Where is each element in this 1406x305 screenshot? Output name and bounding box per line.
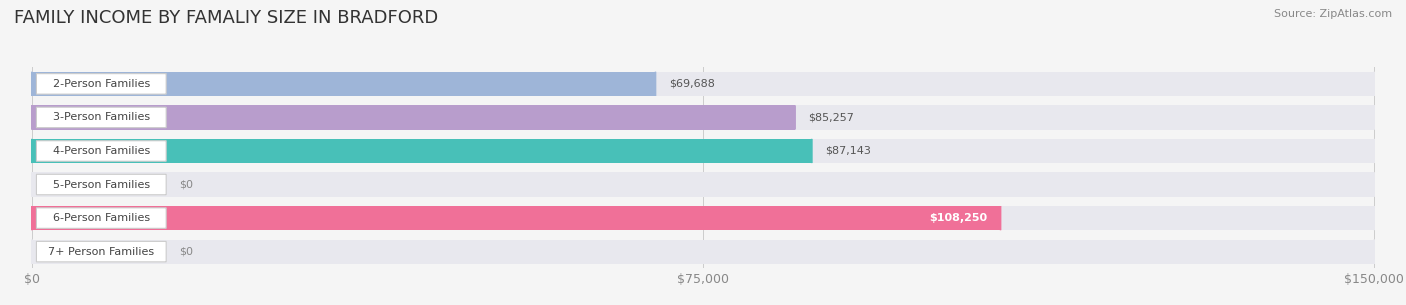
Bar [32,72,1374,96]
Text: 5-Person Families: 5-Person Families [53,180,150,189]
Text: $108,250: $108,250 [929,213,987,223]
Bar [32,105,1374,130]
Text: 2-Person Families: 2-Person Families [52,79,150,89]
FancyBboxPatch shape [37,241,166,262]
Text: Source: ZipAtlas.com: Source: ZipAtlas.com [1274,9,1392,19]
Text: FAMILY INCOME BY FAMALIY SIZE IN BRADFORD: FAMILY INCOME BY FAMALIY SIZE IN BRADFOR… [14,9,439,27]
FancyBboxPatch shape [37,74,166,94]
FancyBboxPatch shape [37,174,166,195]
Text: $85,257: $85,257 [808,113,853,122]
Bar [32,72,655,96]
Bar [32,172,1374,197]
FancyBboxPatch shape [37,141,166,161]
FancyBboxPatch shape [37,107,166,128]
Bar [32,139,811,163]
Text: 7+ Person Families: 7+ Person Families [48,247,155,257]
Text: $87,143: $87,143 [825,146,870,156]
Bar [32,139,1374,163]
Text: 6-Person Families: 6-Person Families [53,213,150,223]
Bar [32,105,794,130]
FancyBboxPatch shape [37,208,166,228]
Text: $69,688: $69,688 [669,79,714,89]
Bar [32,239,1374,264]
Bar [32,206,1001,230]
Bar [32,206,1374,230]
Text: $0: $0 [180,180,194,189]
Text: $0: $0 [180,247,194,257]
Text: 4-Person Families: 4-Person Families [52,146,150,156]
Text: 3-Person Families: 3-Person Families [53,113,150,122]
